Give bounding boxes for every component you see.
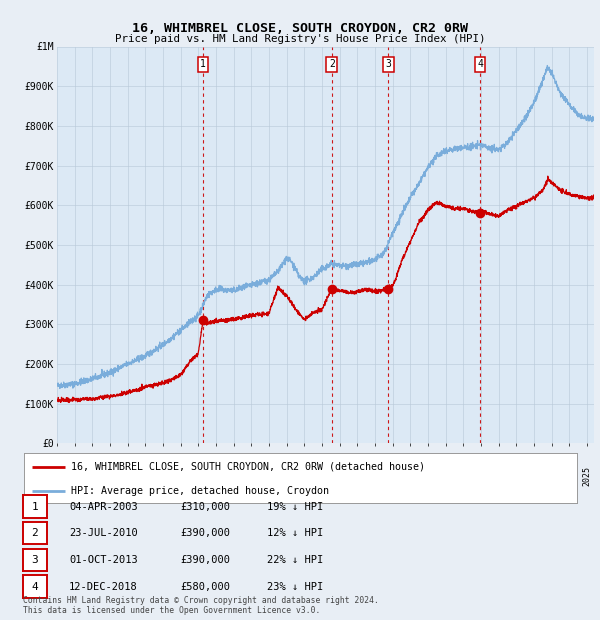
Text: 2013: 2013 xyxy=(370,466,379,486)
Text: 1999: 1999 xyxy=(123,466,132,486)
Text: 22% ↓ HPI: 22% ↓ HPI xyxy=(267,555,323,565)
Text: 2004: 2004 xyxy=(211,466,220,486)
Text: 4: 4 xyxy=(31,582,38,591)
Text: 1997: 1997 xyxy=(88,466,97,486)
Text: HPI: Average price, detached house, Croydon: HPI: Average price, detached house, Croy… xyxy=(71,485,329,496)
Text: 1996: 1996 xyxy=(70,466,79,486)
Text: 1998: 1998 xyxy=(106,466,115,486)
Text: 12% ↓ HPI: 12% ↓ HPI xyxy=(267,528,323,538)
Text: 2006: 2006 xyxy=(247,466,256,486)
Text: 2024: 2024 xyxy=(565,466,574,486)
Text: 2019: 2019 xyxy=(476,466,485,486)
Text: 1: 1 xyxy=(31,502,38,512)
Text: 2014: 2014 xyxy=(388,466,397,486)
Text: 2: 2 xyxy=(31,528,38,538)
Text: 2021: 2021 xyxy=(512,466,521,486)
Text: 04-APR-2003: 04-APR-2003 xyxy=(69,502,138,512)
Text: £390,000: £390,000 xyxy=(180,528,230,538)
Text: 2017: 2017 xyxy=(441,466,450,486)
Text: 2: 2 xyxy=(329,60,335,69)
Text: 16, WHIMBREL CLOSE, SOUTH CROYDON, CR2 0RW: 16, WHIMBREL CLOSE, SOUTH CROYDON, CR2 0… xyxy=(132,22,468,35)
Text: 2005: 2005 xyxy=(229,466,238,486)
Text: 2003: 2003 xyxy=(194,466,203,486)
Text: 2008: 2008 xyxy=(282,466,291,486)
Text: 2007: 2007 xyxy=(265,466,274,486)
Text: 2000: 2000 xyxy=(141,466,150,486)
Text: 1: 1 xyxy=(200,60,206,69)
Text: 2011: 2011 xyxy=(335,466,344,486)
Text: 2002: 2002 xyxy=(176,466,185,486)
Text: 4: 4 xyxy=(477,60,483,69)
Text: 2015: 2015 xyxy=(406,466,415,486)
Text: 2012: 2012 xyxy=(353,466,362,486)
Text: 2023: 2023 xyxy=(547,466,556,486)
Text: 3: 3 xyxy=(385,60,391,69)
Text: £310,000: £310,000 xyxy=(180,502,230,512)
Text: 2020: 2020 xyxy=(494,466,503,486)
Text: Price paid vs. HM Land Registry's House Price Index (HPI): Price paid vs. HM Land Registry's House … xyxy=(115,34,485,44)
Text: £580,000: £580,000 xyxy=(180,582,230,591)
Text: 23% ↓ HPI: 23% ↓ HPI xyxy=(267,582,323,591)
Text: 2009: 2009 xyxy=(300,466,309,486)
Text: 16, WHIMBREL CLOSE, SOUTH CROYDON, CR2 0RW (detached house): 16, WHIMBREL CLOSE, SOUTH CROYDON, CR2 0… xyxy=(71,462,425,472)
Text: 19% ↓ HPI: 19% ↓ HPI xyxy=(267,502,323,512)
Text: 01-OCT-2013: 01-OCT-2013 xyxy=(69,555,138,565)
Text: 2001: 2001 xyxy=(158,466,167,486)
Text: £390,000: £390,000 xyxy=(180,555,230,565)
Text: 12-DEC-2018: 12-DEC-2018 xyxy=(69,582,138,591)
Text: 2022: 2022 xyxy=(529,466,538,486)
Text: 23-JUL-2010: 23-JUL-2010 xyxy=(69,528,138,538)
Text: Contains HM Land Registry data © Crown copyright and database right 2024.
This d: Contains HM Land Registry data © Crown c… xyxy=(23,596,379,615)
Text: 2018: 2018 xyxy=(459,466,468,486)
Text: 2010: 2010 xyxy=(317,466,326,486)
Text: 2016: 2016 xyxy=(424,466,433,486)
Text: 3: 3 xyxy=(31,555,38,565)
Text: 2025: 2025 xyxy=(583,466,592,486)
Text: 1995: 1995 xyxy=(53,466,62,486)
